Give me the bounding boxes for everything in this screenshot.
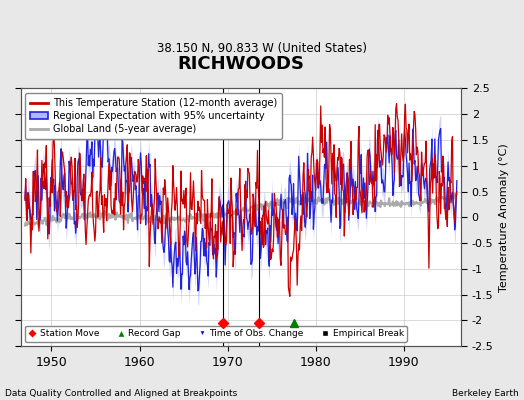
Text: Data Quality Controlled and Aligned at Breakpoints: Data Quality Controlled and Aligned at B… <box>5 389 237 398</box>
Y-axis label: Temperature Anomaly (°C): Temperature Anomaly (°C) <box>499 143 509 292</box>
Text: Berkeley Earth: Berkeley Earth <box>452 389 519 398</box>
Title: RICHWOODS: RICHWOODS <box>178 55 304 73</box>
Text: 38.150 N, 90.833 W (United States): 38.150 N, 90.833 W (United States) <box>157 42 367 55</box>
Legend: Station Move, Record Gap, Time of Obs. Change, Empirical Break: Station Move, Record Gap, Time of Obs. C… <box>25 326 407 342</box>
